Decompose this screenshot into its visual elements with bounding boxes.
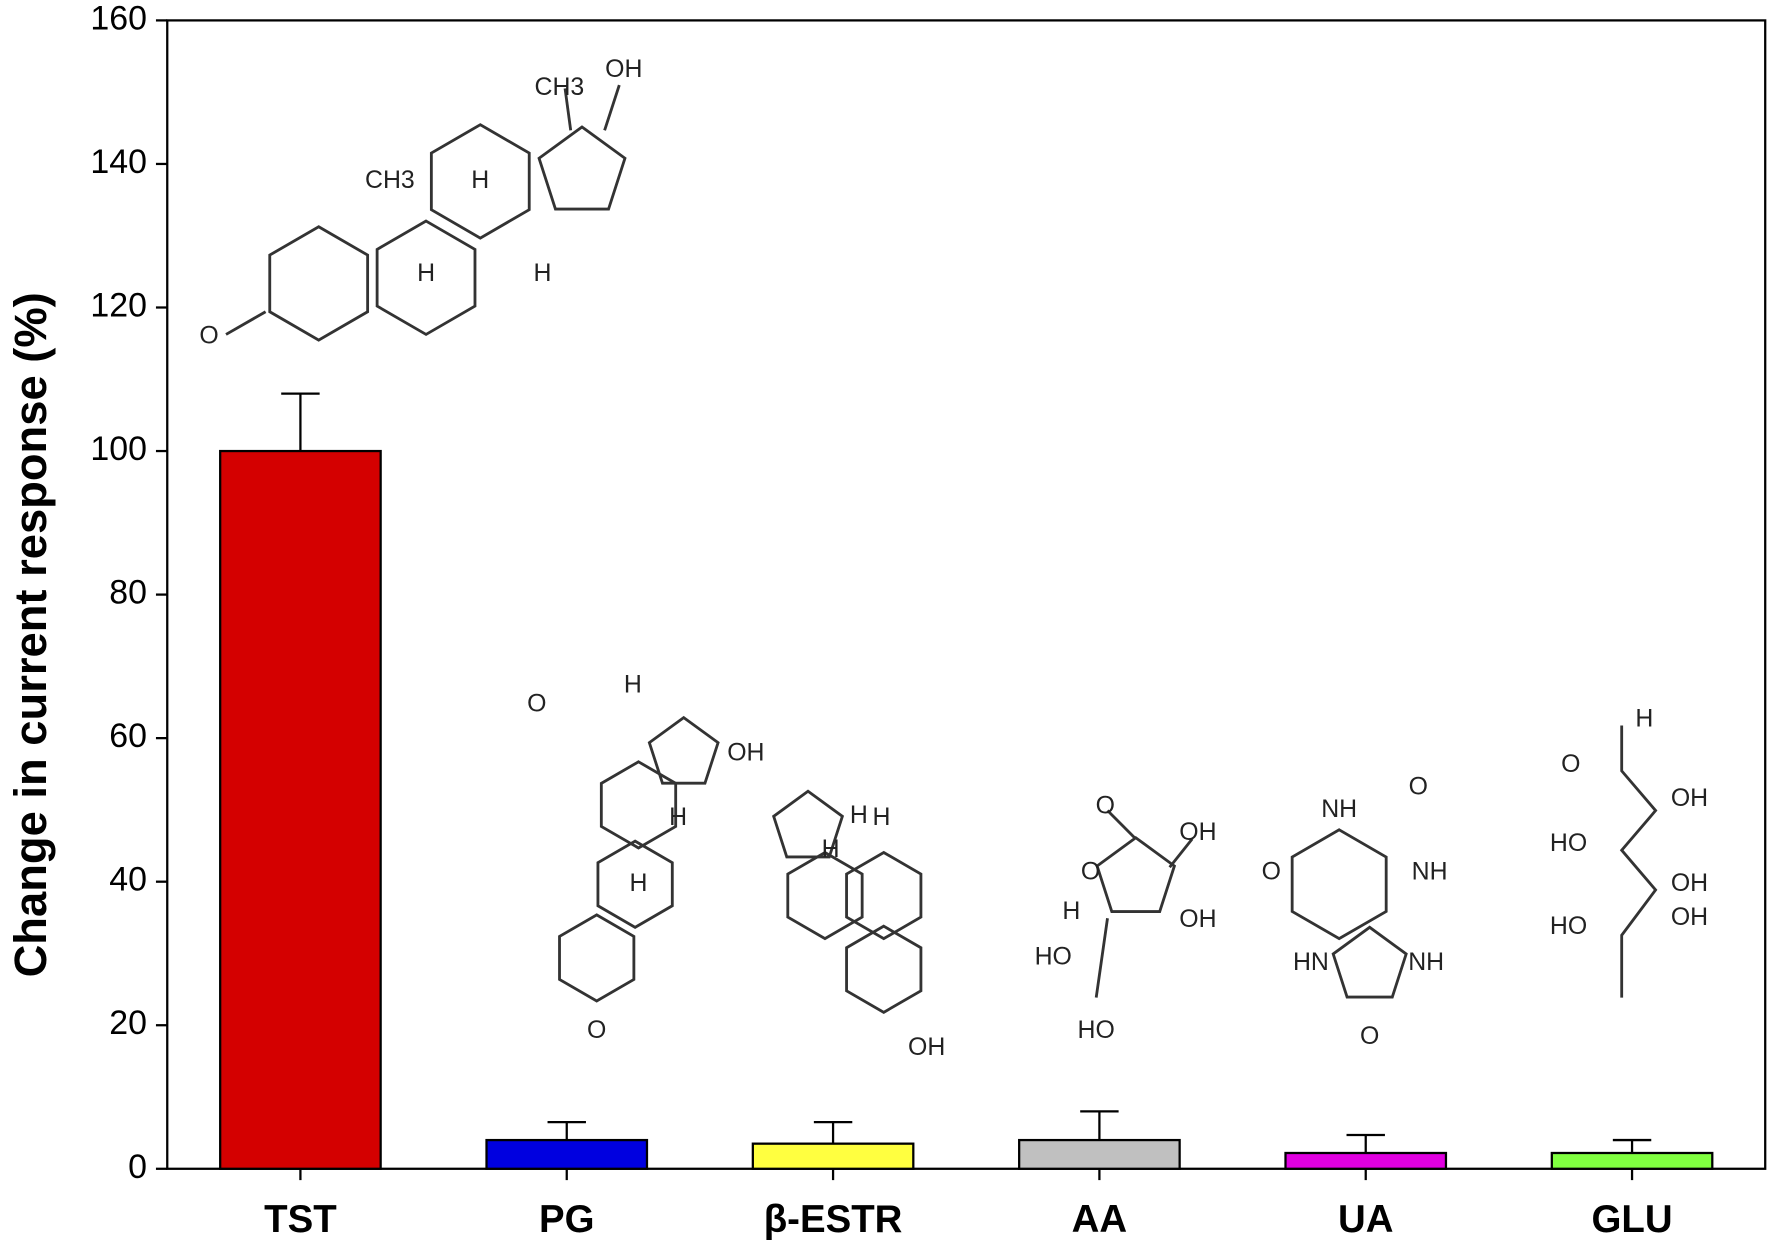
structure-ring	[375, 219, 477, 337]
structure-label: HO	[1035, 942, 1072, 970]
structure-label: H	[1635, 704, 1653, 732]
y-tick-label: 160	[90, 0, 147, 37]
structure-label: HO	[1550, 829, 1587, 857]
structure-label: HO	[1550, 912, 1587, 940]
structure-label: H	[624, 670, 642, 698]
structure-ring	[1331, 925, 1408, 999]
structure-label: O	[527, 690, 546, 718]
bar	[219, 449, 382, 1170]
y-tick-label: 60	[109, 717, 147, 755]
structure-ring	[537, 125, 627, 211]
bar	[1550, 1151, 1714, 1170]
structure-label: H	[1062, 897, 1080, 925]
structure-label: O	[1561, 750, 1580, 778]
structure-label: H	[873, 803, 891, 831]
structure-label: H	[822, 835, 840, 863]
structure-label: OH	[1179, 818, 1216, 846]
structure-label: H	[630, 869, 648, 897]
structure-label: HO	[1078, 1016, 1115, 1044]
structure-bond	[1619, 725, 1658, 998]
structure-label: O	[1409, 772, 1428, 800]
x-tick-label: UA	[1338, 1198, 1393, 1241]
structure-ring	[1095, 836, 1177, 913]
structure-label: H	[669, 803, 687, 831]
structure-ring	[429, 123, 531, 240]
structure-ring	[786, 850, 864, 941]
structure-ring	[1290, 828, 1388, 941]
structure-label: H	[850, 801, 868, 829]
structure-label: O	[199, 321, 218, 349]
structure-label: O	[1360, 1022, 1379, 1050]
structure-label: H	[417, 259, 435, 287]
structure-label: OH	[1179, 905, 1216, 933]
structure-ring	[772, 789, 845, 859]
structure-ring	[558, 913, 636, 1003]
y-tick-label: 40	[109, 861, 147, 899]
structure-label: CH3	[535, 73, 585, 101]
structure-ring	[845, 850, 923, 941]
structure-bond	[225, 310, 267, 336]
y-tick-label: 100	[90, 430, 147, 468]
structure-ring	[599, 760, 678, 850]
x-tick-label: β-ESTR	[764, 1198, 903, 1241]
structure-label: OH	[605, 55, 642, 83]
structure-bond	[563, 88, 573, 131]
structure-label: NH	[1412, 857, 1448, 885]
structure-label: O	[1081, 857, 1100, 885]
bar	[751, 1142, 915, 1170]
structure-bond	[1094, 918, 1109, 998]
structure-label: O	[587, 1016, 606, 1044]
y-tick-label: 140	[90, 143, 147, 181]
structure-bond	[1168, 838, 1194, 869]
structure-ring	[268, 225, 370, 342]
structure-label: HN	[1293, 948, 1329, 976]
structure-bond	[603, 84, 621, 131]
structure-label: O	[1262, 857, 1281, 885]
x-tick-label: AA	[1072, 1198, 1127, 1241]
bar	[485, 1138, 649, 1170]
structure-label: OH	[908, 1033, 945, 1061]
y-tick-label: 80	[109, 574, 147, 612]
bar	[1018, 1138, 1181, 1170]
x-tick-label: PG	[539, 1198, 595, 1241]
structure-label: H	[471, 166, 489, 194]
structure-label: CH3	[365, 166, 415, 194]
structure-ring	[845, 924, 923, 1014]
structure-label: NH	[1321, 795, 1357, 823]
structure-label: NH	[1408, 948, 1444, 976]
structure-label: OH	[1671, 869, 1708, 897]
structure-ring	[596, 839, 674, 929]
structure-ring	[647, 715, 720, 785]
y-tick-label: 0	[128, 1148, 147, 1186]
x-tick-label: TST	[264, 1198, 337, 1241]
y-tick-label: 20	[109, 1004, 147, 1042]
y-tick-label: 120	[90, 286, 147, 324]
structure-label: O	[1096, 792, 1115, 820]
structure-label: OH	[1671, 784, 1708, 812]
structure-label: H	[533, 259, 551, 287]
structure-label: OH	[1671, 903, 1708, 931]
structure-label: OH	[727, 738, 764, 766]
x-tick-label: GLU	[1592, 1198, 1673, 1241]
structure-bond	[1106, 809, 1137, 840]
bar	[1284, 1151, 1448, 1170]
y-axis-label: Change in current response (%)	[5, 292, 56, 977]
